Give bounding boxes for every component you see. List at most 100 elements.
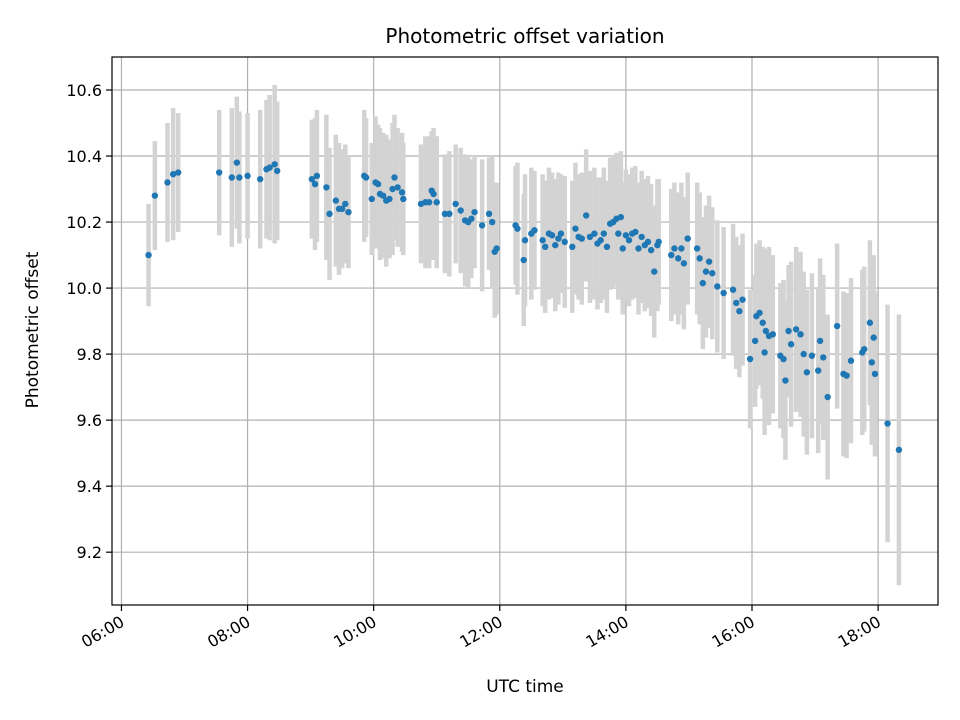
- data-point: [555, 235, 562, 242]
- data-point: [338, 205, 346, 213]
- data-point: [386, 195, 393, 203]
- y-tick-label: 9.2: [77, 543, 102, 562]
- data-point: [531, 227, 538, 234]
- data-point: [493, 245, 500, 252]
- data-point: [843, 372, 850, 379]
- data-point: [820, 354, 827, 361]
- data-point: [895, 446, 903, 454]
- data-point: [619, 245, 626, 252]
- data-point: [792, 326, 800, 333]
- data-point: [780, 355, 787, 363]
- data-point: [680, 260, 688, 267]
- data-point: [693, 245, 701, 252]
- data-point: [425, 199, 433, 206]
- data-point: [313, 172, 321, 180]
- data-point: [215, 169, 223, 176]
- data-point: [671, 245, 678, 252]
- data-point: [785, 327, 792, 335]
- data-point: [782, 377, 789, 384]
- data-point: [489, 218, 496, 226]
- data-point: [164, 179, 171, 186]
- data-point: [714, 283, 721, 290]
- data-point: [457, 207, 464, 214]
- y-axis-ticks: 9.2 9.4 9.6 9.8 10.0 10.2 10.4 10.6: [66, 81, 112, 562]
- data-point: [266, 164, 273, 171]
- data-point: [398, 189, 406, 196]
- y-tick-label: 9.6: [77, 411, 102, 430]
- data-point: [539, 237, 546, 244]
- data-point: [311, 180, 319, 188]
- data-point: [647, 246, 655, 254]
- y-tick-label: 10.2: [66, 213, 102, 232]
- data-point: [816, 337, 824, 345]
- data-point: [699, 279, 707, 287]
- data-point: [586, 233, 594, 241]
- data-point: [625, 237, 633, 244]
- data-point: [391, 174, 398, 181]
- data-point: [228, 174, 236, 181]
- data-point: [761, 349, 768, 356]
- data-point: [557, 230, 565, 237]
- data-point: [271, 161, 278, 168]
- data-point: [582, 212, 590, 219]
- data-point: [145, 251, 152, 259]
- data-point: [600, 230, 608, 237]
- data-point: [389, 185, 396, 193]
- data-point: [668, 251, 675, 259]
- data-point: [800, 350, 807, 358]
- data-point: [323, 184, 330, 191]
- data-point: [866, 319, 874, 326]
- data-point: [597, 237, 604, 244]
- data-point: [578, 235, 585, 242]
- data-point: [632, 228, 639, 236]
- data-point: [374, 180, 382, 188]
- data-point: [433, 199, 440, 206]
- data-point: [736, 307, 743, 315]
- data-point: [615, 230, 622, 237]
- data-point: [861, 345, 868, 353]
- data-point: [787, 341, 795, 348]
- data-point: [675, 255, 682, 262]
- data-point: [705, 258, 713, 265]
- data-point: [638, 233, 645, 241]
- y-tick-label: 10.0: [66, 279, 102, 298]
- data-point: [368, 195, 375, 203]
- data-point: [394, 184, 401, 191]
- data-point: [256, 175, 264, 183]
- data-point: [244, 172, 251, 180]
- data-point: [868, 359, 875, 366]
- data-point: [733, 299, 740, 307]
- data-point: [847, 357, 855, 364]
- data-point: [644, 238, 652, 246]
- y-tick-label: 9.8: [77, 345, 102, 364]
- data-point: [591, 230, 598, 237]
- data-point: [759, 319, 766, 326]
- data-point: [569, 243, 576, 251]
- data-point: [797, 331, 804, 338]
- y-axis-label: Photometric offset: [23, 251, 43, 408]
- data-point: [441, 210, 449, 218]
- data-point: [739, 296, 746, 303]
- data-point: [548, 232, 556, 239]
- data-point: [814, 367, 822, 374]
- data-point: [769, 331, 776, 338]
- data-point: [308, 175, 316, 183]
- data-point: [696, 255, 703, 262]
- data-point: [471, 208, 478, 216]
- data-point: [808, 352, 816, 359]
- data-point: [833, 322, 841, 330]
- data-point: [684, 235, 691, 242]
- data-point: [729, 286, 737, 293]
- data-point: [803, 369, 811, 376]
- data-point: [326, 210, 333, 218]
- data-point: [274, 167, 281, 175]
- data-point: [678, 245, 685, 252]
- data-point: [446, 210, 453, 218]
- data-point: [379, 192, 387, 199]
- data-point: [603, 243, 611, 251]
- data-point: [762, 327, 770, 335]
- data-point: [151, 192, 159, 199]
- data-point: [709, 270, 716, 277]
- data-point: [871, 370, 879, 378]
